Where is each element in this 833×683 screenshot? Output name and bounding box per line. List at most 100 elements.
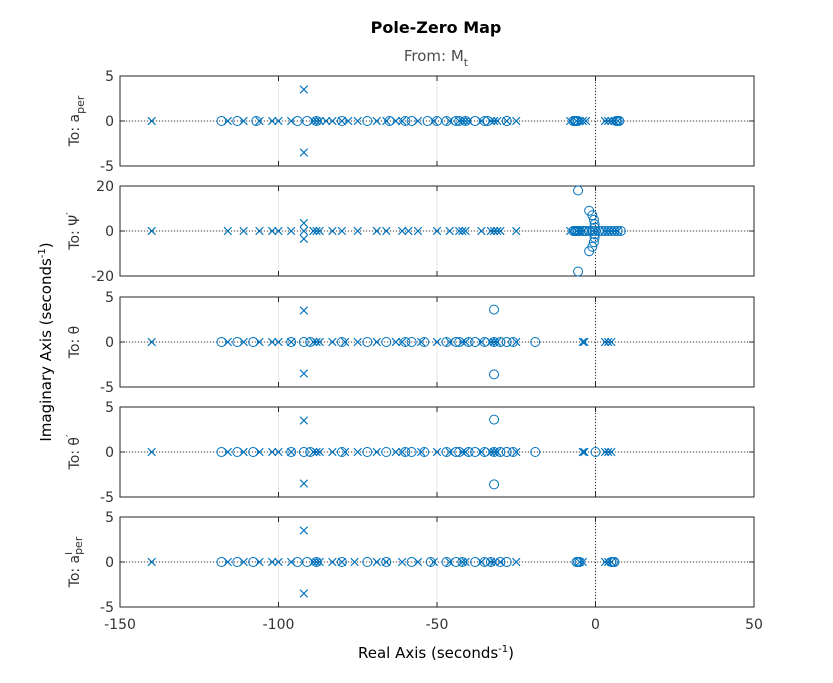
pole-marker (578, 557, 588, 567)
zero-marker (489, 369, 500, 380)
zero-marker (441, 337, 452, 347)
zero-marker (574, 557, 585, 567)
zero-marker (470, 337, 481, 347)
zero-marker (400, 447, 411, 457)
zero-marker (248, 557, 259, 567)
zero-marker (286, 447, 297, 457)
pole-marker (600, 447, 610, 457)
pole-marker (372, 447, 381, 457)
pole-marker (461, 337, 470, 347)
y-tick-label: 0 (105, 445, 114, 461)
panel-label: To: θ (67, 326, 83, 359)
pole-marker (299, 226, 309, 236)
panel-label-sup: ′ (64, 434, 77, 437)
pole-marker (610, 116, 619, 126)
pole-marker (309, 116, 318, 126)
pole-marker (578, 337, 588, 347)
pole-marker (309, 337, 318, 347)
pole-marker (299, 85, 309, 94)
pole-marker (328, 116, 337, 126)
zero-marker (573, 266, 584, 277)
zero-marker (589, 222, 600, 233)
pole-marker (445, 557, 454, 567)
pole-marker (445, 337, 454, 347)
zero-marker (573, 185, 584, 196)
y-tick-label: 5 (105, 400, 114, 416)
pole-marker (445, 226, 454, 236)
y-tick-label: 20 (96, 179, 114, 195)
panel-label-sub: per (74, 95, 87, 114)
pole-marker (416, 447, 426, 457)
zero-marker (302, 557, 313, 567)
pole-marker (572, 116, 581, 126)
pole-marker (455, 226, 464, 236)
x-axis-label: Real Axis (seconds-1) (358, 644, 514, 662)
zero-marker (292, 557, 303, 567)
pole-marker (477, 226, 486, 236)
panel-label-sup: ′ (64, 212, 77, 215)
pole-marker (575, 557, 584, 567)
pole-marker (353, 447, 362, 457)
pole-marker (458, 337, 467, 347)
panel-label: To: θ′ (64, 434, 83, 470)
pole-marker (512, 337, 521, 347)
pole-marker (413, 226, 423, 236)
zero-marker (336, 447, 347, 457)
panel-label-sub: per (72, 536, 85, 555)
pole-marker (432, 337, 442, 347)
pole-marker (477, 337, 486, 347)
zero-marker (457, 557, 468, 567)
pole-marker (603, 557, 613, 567)
panel-label-sup: I (64, 552, 75, 555)
pole-marker (607, 337, 616, 347)
zero-marker (588, 237, 599, 248)
pole-marker (382, 557, 391, 567)
panel-label-main: To: θ (67, 437, 83, 470)
zero-marker (425, 557, 436, 567)
pole-marker (486, 226, 496, 236)
x-tick-label: -150 (104, 617, 136, 633)
panel-label: To: aIper (64, 536, 85, 588)
zero-marker (580, 226, 591, 236)
pole-marker (309, 226, 318, 236)
pole-marker (580, 447, 589, 457)
pole-marker (404, 226, 413, 236)
pole-marker (299, 526, 309, 535)
y-tick-label: 0 (105, 335, 114, 351)
pole-marker (391, 337, 400, 347)
pole-marker (255, 116, 264, 126)
pole-marker (312, 116, 321, 126)
zero-marker (381, 447, 392, 457)
pole-marker (565, 116, 575, 126)
zero-marker (615, 226, 626, 236)
pole-marker (575, 226, 584, 236)
pole-marker (286, 337, 296, 347)
zero-marker (479, 116, 490, 126)
zero-marker (216, 447, 227, 457)
zero-marker (479, 557, 490, 567)
pole-marker (147, 447, 156, 457)
pole-marker (607, 226, 616, 236)
pole-marker (512, 116, 521, 126)
zero-marker (584, 226, 595, 236)
panel-1: 5 0 -5 To: aper (67, 69, 755, 175)
panel-label-main: To: a (67, 555, 83, 588)
pole-marker (147, 226, 156, 236)
zero-marker (441, 447, 452, 457)
pole-marker (239, 337, 248, 347)
pole-marker (578, 226, 588, 236)
pole-marker (312, 226, 321, 236)
y-tick-label: -20 (91, 269, 114, 285)
zero-marker (501, 557, 512, 567)
zero-marker (589, 232, 600, 243)
pole-marker (315, 116, 324, 126)
zero-marker (530, 447, 541, 457)
pole-marker (493, 337, 502, 347)
zero-marker (298, 447, 309, 457)
zero-marker (495, 447, 506, 457)
zero-marker (384, 116, 395, 126)
pole-marker (255, 337, 264, 347)
pole-marker (477, 116, 486, 126)
pole-marker (299, 369, 309, 378)
